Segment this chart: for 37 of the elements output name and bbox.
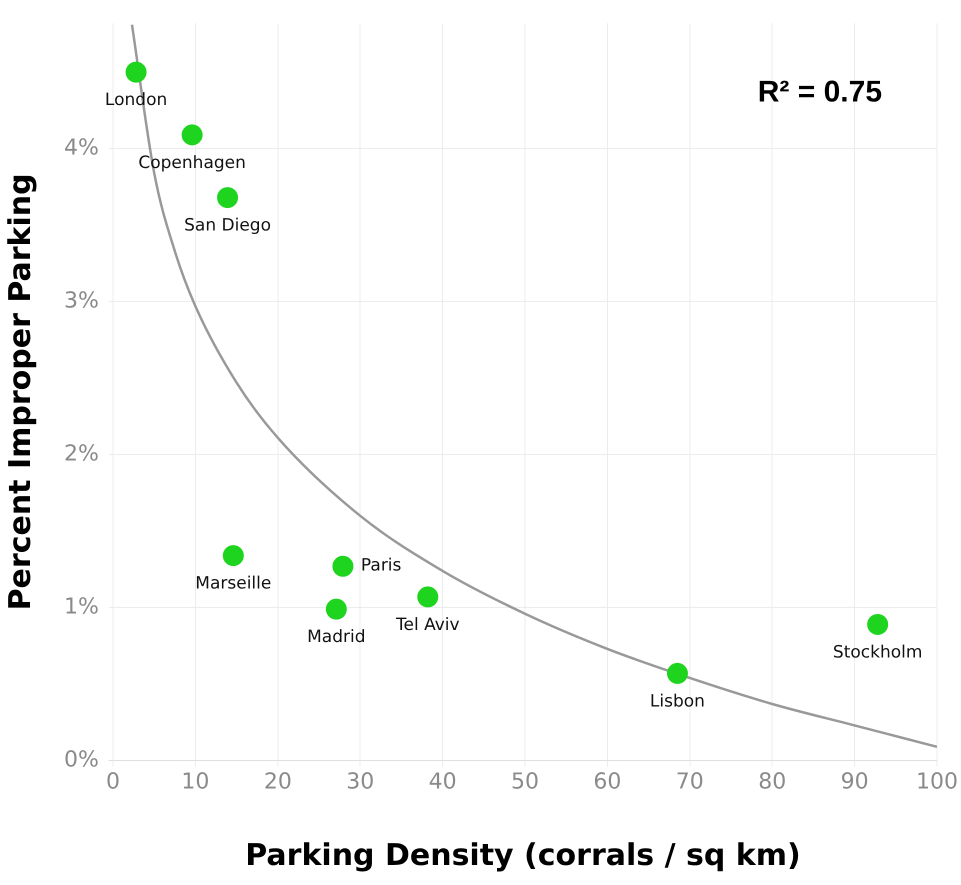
- y-tick-label: 1%: [64, 594, 99, 620]
- x-tick-label: 70: [676, 770, 704, 795]
- point: [326, 598, 347, 620]
- annotation: Lisbon: [650, 691, 705, 712]
- annotation: Copenhagen: [138, 152, 246, 173]
- y-axis-title: Percent Improper Parking: [2, 173, 38, 610]
- annotation: Stockholm: [832, 642, 922, 662]
- annotation: R² = 0.75: [758, 75, 882, 108]
- point: [126, 62, 147, 83]
- annotation: Marseille: [195, 574, 272, 594]
- x-tick-label: 60: [593, 770, 622, 795]
- annotation: Paris: [360, 556, 402, 576]
- annotation: Madrid: [307, 627, 366, 648]
- y-tick-label: 4%: [64, 135, 99, 160]
- x-tick-label: 100: [916, 770, 958, 795]
- x-tick-label: 80: [758, 770, 786, 795]
- y-tick-label: 2%: [64, 441, 99, 466]
- y-tick-label: 3%: [64, 288, 99, 314]
- point: [222, 545, 244, 566]
- y-tick-label: 0%: [64, 747, 99, 772]
- annotation: San Diego: [184, 216, 271, 236]
- point: [666, 662, 688, 684]
- annotation: Tel Aviv: [395, 614, 460, 635]
- x-tick-label: 50: [511, 770, 540, 795]
- x-tick-label: 0: [106, 770, 120, 795]
- point: [217, 187, 238, 208]
- x-tick-label: 40: [428, 770, 457, 795]
- point: [867, 614, 888, 635]
- point: [332, 556, 354, 577]
- x-tick-label: 10: [181, 770, 210, 795]
- x-tick-label: 20: [264, 770, 292, 795]
- point: [417, 586, 438, 608]
- x-tick-label: 90: [840, 770, 869, 795]
- point: [182, 124, 203, 146]
- annotation: London: [104, 90, 168, 110]
- x-axis-title: Parking Density (corrals / sq km): [245, 838, 801, 873]
- x-tick-label: 30: [346, 770, 374, 795]
